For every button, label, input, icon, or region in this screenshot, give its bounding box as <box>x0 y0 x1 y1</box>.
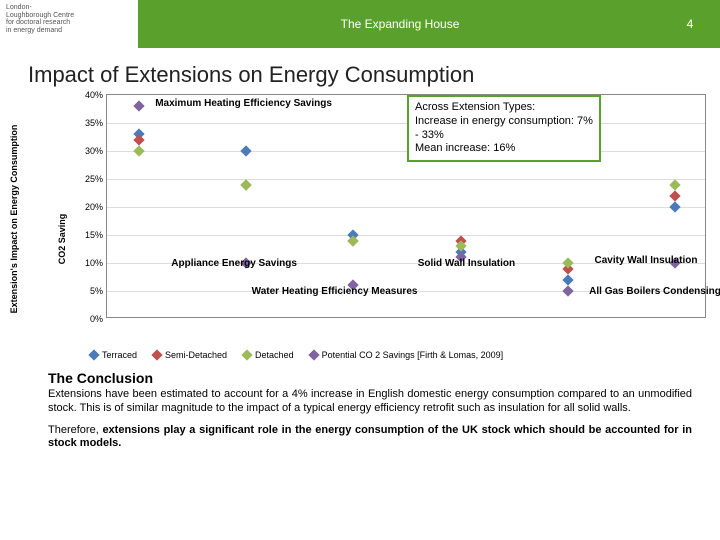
y-tick-label: 10% <box>73 258 103 268</box>
conclusion-p1: Extensions have been estimated to accoun… <box>48 388 692 416</box>
gridline <box>107 123 705 124</box>
legend-label: Terraced <box>102 350 137 360</box>
scatter-chart: Extension's Impact on Energy Consumption… <box>28 94 720 344</box>
legend-marker <box>151 349 162 360</box>
conclusion-heading: The Conclusion <box>48 370 692 386</box>
chart-annotation: Appliance Energy Savings <box>171 258 297 269</box>
info-box-line: Mean increase: 16% <box>415 142 593 156</box>
data-point <box>669 179 680 190</box>
y-tick-label: 40% <box>73 90 103 100</box>
conclusion-p2-a: Therefore, <box>48 424 102 436</box>
chart-annotation: All Gas Boilers Condensing <box>589 286 720 297</box>
legend-label: Semi-Detached <box>165 350 227 360</box>
legend-marker <box>308 349 319 360</box>
gridline <box>107 151 705 152</box>
legend-item: Terraced <box>90 350 137 360</box>
data-point <box>241 145 252 156</box>
legend-label: Potential CO 2 Savings [Firth & Lomas, 2… <box>322 350 504 360</box>
data-point <box>133 145 144 156</box>
legend-item: Semi-Detached <box>153 350 227 360</box>
chart-annotation: Solid Wall Insulation <box>418 258 515 269</box>
page-title: Impact of Extensions on Energy Consumpti… <box>0 48 720 94</box>
y-tick-label: 15% <box>73 230 103 240</box>
plot-area: 0%5%10%15%20%25%30%35%40%Maximum Heating… <box>106 94 706 318</box>
page-number: 4 <box>660 0 720 48</box>
info-box: Across Extension Types:Increase in energ… <box>407 95 601 162</box>
header-bar: The Expanding House 4 <box>140 0 720 48</box>
data-point <box>133 101 144 112</box>
legend-item: Potential CO 2 Savings [Firth & Lomas, 2… <box>310 350 504 360</box>
header-title: The Expanding House <box>140 0 660 48</box>
data-point <box>669 201 680 212</box>
y-axis-label: Extension's Impact on Energy Consumption <box>9 125 19 314</box>
chart-annotation: Maximum Heating Efficiency Savings <box>155 98 332 109</box>
logo-line: Loughborough Centre <box>6 12 132 20</box>
chart-legend: Terraced Semi-Detached Detached Potential C… <box>90 350 720 360</box>
logo-line: for doctoral research <box>6 19 132 27</box>
data-point <box>669 190 680 201</box>
data-point <box>562 274 573 285</box>
legend-marker <box>241 349 252 360</box>
info-box-line: Across Extension Types: <box>415 101 593 115</box>
gridline <box>107 179 705 180</box>
chart-annotation: Cavity Wall Insulation <box>595 255 698 266</box>
legend-label: Detached <box>255 350 294 360</box>
legend-marker <box>88 349 99 360</box>
data-point <box>241 179 252 190</box>
y-tick-label: 0% <box>73 314 103 324</box>
logo-line: London- <box>6 4 132 12</box>
y-tick-label: 5% <box>73 286 103 296</box>
y-tick-label: 20% <box>73 202 103 212</box>
y-tick-label: 35% <box>73 118 103 128</box>
gridline <box>107 235 705 236</box>
y-tick-label: 25% <box>73 174 103 184</box>
data-point <box>562 285 573 296</box>
slide-header: London- Loughborough Centre for doctoral… <box>0 0 720 48</box>
y-axis-label-2: CO2 Saving <box>57 214 67 265</box>
legend-item: Detached <box>243 350 294 360</box>
conclusion-section: The Conclusion Extensions have been esti… <box>0 366 720 451</box>
y-tick-label: 30% <box>73 146 103 156</box>
conclusion-p2: Therefore, extensions play a significant… <box>48 424 692 452</box>
conclusion-p2-b: extensions play a significant role in th… <box>48 424 692 450</box>
info-box-line: - 33% <box>415 129 593 143</box>
logo-block: London- Loughborough Centre for doctoral… <box>0 0 140 48</box>
gridline <box>107 207 705 208</box>
chart-annotation: Water Heating Efficiency Measures <box>252 286 418 297</box>
logo-line: in energy demand <box>6 27 132 35</box>
info-box-line: Increase in energy consumption: 7% <box>415 115 593 129</box>
